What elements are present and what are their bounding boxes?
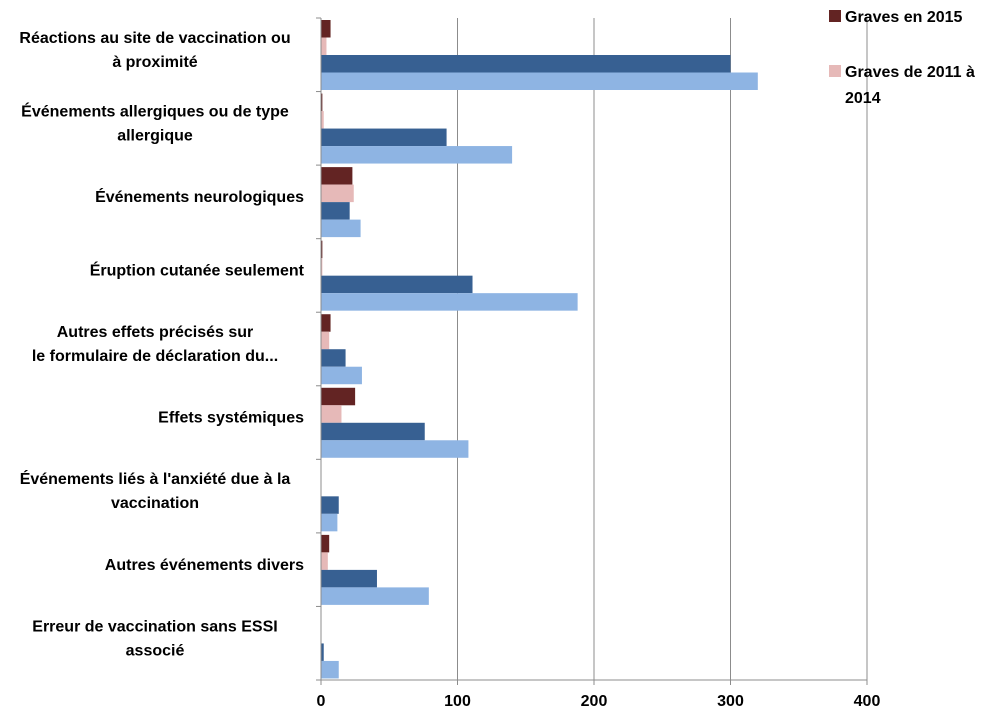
bar	[321, 167, 353, 185]
category-labels: Réactions au site de vaccination ou à pro…	[19, 30, 304, 659]
category-label: Autres effets précisés sur	[57, 324, 254, 341]
category-label: Événements neurologiques	[95, 187, 304, 206]
bars	[321, 20, 758, 679]
category-label: vaccination	[111, 495, 199, 512]
x-tick-label: 200	[581, 693, 608, 710]
bar	[321, 202, 350, 220]
bar	[321, 20, 331, 38]
bar	[321, 534, 330, 553]
bar	[321, 513, 338, 532]
bar	[321, 258, 323, 276]
bar	[321, 37, 327, 55]
bar	[321, 643, 324, 661]
legend-swatch	[829, 65, 841, 77]
legend: Graves en 2015 Graves de 2011 à 2014	[829, 9, 975, 107]
x-tick-label: 300	[717, 693, 744, 710]
bar	[321, 349, 346, 367]
category-label: allergique	[117, 127, 193, 144]
bar	[321, 387, 356, 406]
bar	[321, 219, 361, 238]
x-tick-label: 0	[317, 693, 326, 710]
bar	[321, 440, 469, 458]
category-label: Autres événements divers	[105, 557, 304, 574]
legend-label: Graves de 2011 à	[845, 64, 975, 81]
bar	[321, 552, 328, 570]
category-label: à proximité	[112, 54, 197, 71]
category-label: Réactions au site de vaccination ou	[19, 30, 290, 47]
bar	[321, 184, 354, 203]
bar	[321, 569, 377, 588]
bar	[321, 72, 758, 90]
gridlines	[457, 18, 868, 680]
bar	[321, 587, 429, 605]
bar	[321, 93, 323, 112]
bar	[321, 240, 323, 259]
bar	[321, 405, 342, 423]
value-axis: 0 100 200 300 400	[316, 17, 881, 710]
x-tick-label: 400	[854, 693, 881, 710]
x-tick-label: 100	[444, 693, 471, 710]
bar	[321, 314, 331, 332]
category-label: Événements allergiques ou de type	[21, 101, 289, 120]
bar	[321, 331, 330, 350]
legend-label: Graves en 2015	[845, 9, 963, 26]
legend-label: 2014	[845, 90, 881, 107]
bar	[321, 146, 513, 164]
bar	[321, 660, 339, 679]
category-label: Événements liés à l'anxiété due à la	[20, 469, 291, 488]
category-label: Effets systémiques	[158, 410, 304, 427]
category-label: Éruption cutanée seulement	[90, 261, 305, 280]
category-label: associé	[126, 642, 185, 659]
legend-swatch	[829, 10, 841, 22]
category-label: le formulaire de déclaration du...	[32, 348, 278, 365]
bar	[321, 293, 578, 311]
bar	[321, 422, 425, 441]
bar	[321, 128, 447, 147]
bar	[321, 496, 339, 514]
bar	[321, 55, 731, 73]
bar	[321, 275, 473, 294]
bar	[321, 111, 324, 129]
category-label: Erreur de vaccination sans ESSI	[32, 618, 277, 635]
bar	[321, 366, 362, 385]
